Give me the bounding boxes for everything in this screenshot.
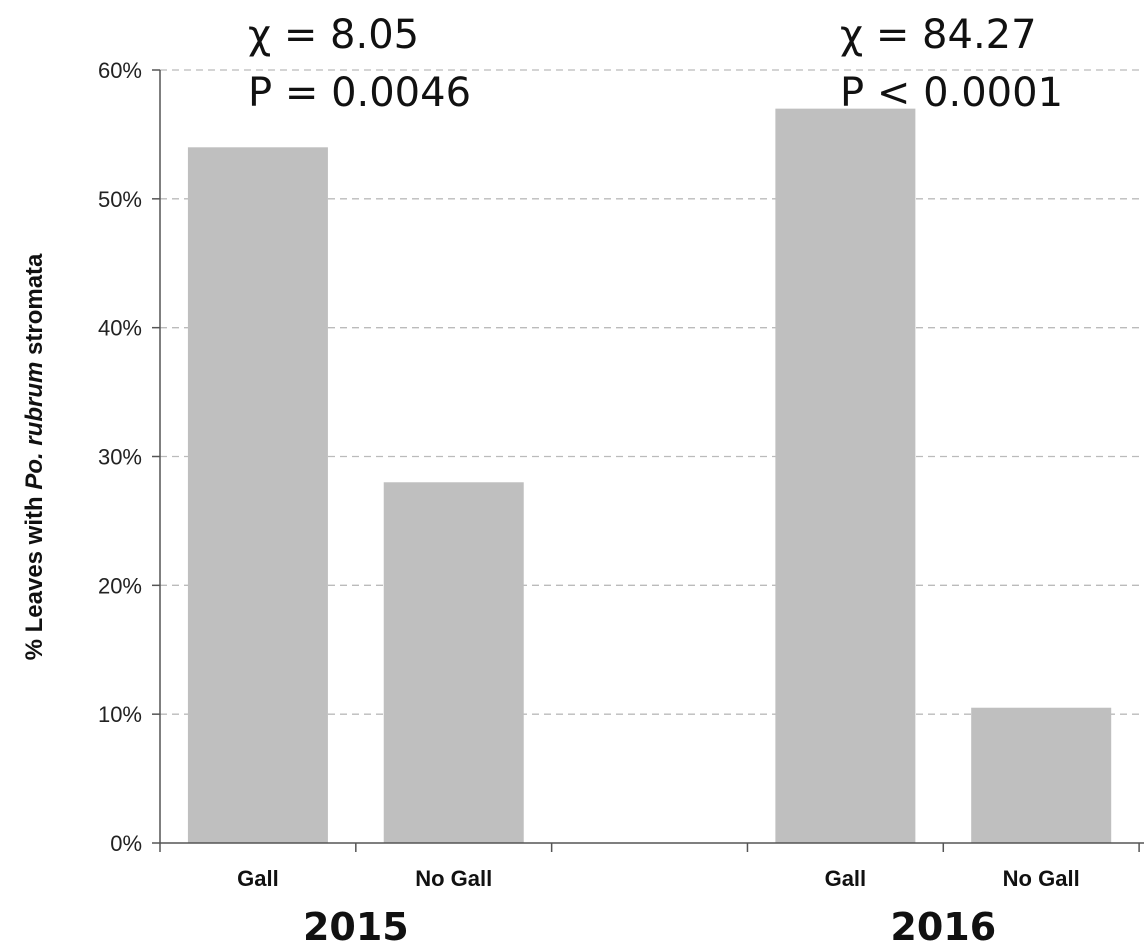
p-value-annotation: P = 0.0046 (248, 70, 471, 116)
group-label: 2015 (303, 905, 409, 949)
y-tick-label: 0% (110, 831, 142, 856)
bar (187, 147, 328, 844)
axes (152, 69, 1144, 852)
bar (775, 108, 916, 843)
y-tick-label: 20% (98, 573, 142, 598)
y-tick-label: 50% (98, 187, 142, 212)
chi-square-annotation: χ = 84.27 (840, 12, 1037, 58)
chi-square-annotation: χ = 8.05 (248, 12, 419, 58)
y-axis-label: % Leaves with Po. rubrum stromata (21, 253, 48, 660)
x-category-label: No Gall (415, 866, 492, 891)
y-tick-label: 10% (98, 702, 142, 727)
group-label: 2016 (890, 905, 996, 949)
bar (971, 707, 1112, 843)
y-tick-label: 60% (98, 58, 142, 83)
x-category-label: No Gall (1003, 866, 1080, 891)
y-tick-label: 30% (98, 445, 142, 470)
labels: 0% 10% 20% 30% 40% 50% 60% Gall No Gall Gall No Ga… (21, 12, 1080, 949)
y-tick-label: 40% (98, 316, 142, 341)
bars (187, 108, 1112, 844)
x-category-label: Gall (825, 866, 867, 891)
x-category-label: Gall (237, 866, 279, 891)
p-value-annotation: P < 0.0001 (840, 70, 1063, 116)
bar (383, 482, 524, 843)
